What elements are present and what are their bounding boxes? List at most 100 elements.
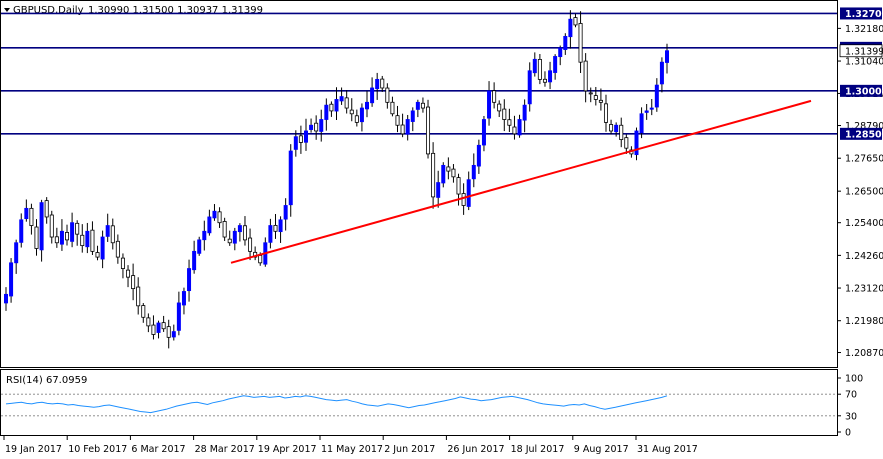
candle-bear [380,78,385,89]
candle-bull [634,130,639,156]
candle-bull [517,119,522,136]
candle-bull [522,104,527,121]
time-axis-label: 19 Jan 2017 [5,444,62,455]
candle-bear [395,115,400,126]
candle-bull [548,70,553,83]
rsi-axis-label: 70 [845,390,857,401]
candle-bull [405,119,410,135]
price-tag [840,7,882,20]
rsi-label: RSI(14) 67.0959 [6,375,87,386]
price-tag [840,84,882,97]
candle-bull [293,136,298,150]
candle-bear [497,103,502,112]
candle-bear [29,207,34,226]
candle-bear [537,58,542,80]
candle-bear [248,237,253,252]
candle-bull [19,219,24,243]
candle-bear [400,124,405,135]
candle-bull [176,302,181,331]
trend-line[interactable] [230,99,812,264]
candle-bear [609,124,614,132]
candle-bear [80,234,85,247]
candle-bull [171,331,176,338]
candle-bull [476,144,481,167]
candle-bull [207,216,212,234]
candle-bull [59,230,64,245]
candle-bull [410,110,415,122]
candle-bull [471,164,476,180]
rsi-levels [1,393,837,417]
candle-bull [466,179,471,207]
candle-bear [603,103,608,123]
candles [4,10,670,349]
candle-bear [593,95,598,100]
time-axis-label: 9 Aug 2017 [574,444,629,455]
candle-bear [619,124,624,140]
price-axis-label: 1.31040 [845,57,883,68]
candle-bear [242,225,247,241]
candle-bear [136,286,141,307]
candle-bull [324,104,329,120]
time-axis-label: 26 Jun 2017 [447,444,504,455]
candle-bear [461,193,466,206]
candle-bear [583,60,588,92]
candle-bear [120,257,125,269]
candle-bull [359,107,364,123]
candle-bull [665,50,670,63]
candle-bear [329,103,334,112]
candle-bull [212,210,217,219]
horizontal-levels [1,12,837,135]
candle-bear [492,90,497,103]
price-axis-label: 1.28790 [845,121,883,132]
candle-bear [217,211,222,224]
price-axis-label: 1.32180 [845,24,883,35]
candle-bear [344,97,349,109]
candle-bull [70,222,75,242]
candle-bull [24,207,29,220]
candle-bear [131,275,136,290]
candle-bear [624,137,629,149]
time-axis: 19 Jan 2017 10 Feb 2017 6 Mar 2017 28 Mar 2… [3,435,698,455]
candle-bear [298,135,303,143]
candle-bull [644,110,649,113]
candle-bull [283,205,288,220]
candle-bear [507,119,512,126]
candle-bull [156,322,161,333]
main-panel-frame [0,0,838,368]
price-axis-label: 1.25400 [845,218,883,229]
candle-bull [309,124,314,130]
candle-bear [110,225,115,244]
candle-bull [527,70,532,105]
candle-bear [420,102,425,109]
candle-bull [563,35,568,50]
price-axis-label: 1.26500 [845,187,883,198]
candle-bull [639,113,644,134]
candle-bear [65,232,70,241]
candle-bull [85,230,90,248]
candle-bull [181,291,186,306]
candle-bear [141,305,146,318]
candle-bear [456,177,461,195]
candle-bear [34,226,39,249]
candle-bear [588,92,593,95]
candle-bull [532,58,537,74]
candle-bear [273,224,278,232]
candle-bull [14,242,19,264]
candle-bear [258,255,263,264]
candle-bull [105,225,110,237]
candle-bull [319,119,324,132]
rsi-axis-label: 0 [845,428,851,439]
candle-bull [654,84,659,108]
candle-bear [573,17,578,26]
candle-bear [227,238,232,244]
dropdown-triangle-icon[interactable] [4,8,10,12]
time-axis-label: 31 Aug 2017 [637,444,698,455]
candle-bull [192,250,197,271]
candle-bull [415,101,420,110]
candle-bull [268,225,273,243]
candle-bull [9,262,14,297]
candle-bull [339,96,344,102]
candle-bull [187,268,192,292]
